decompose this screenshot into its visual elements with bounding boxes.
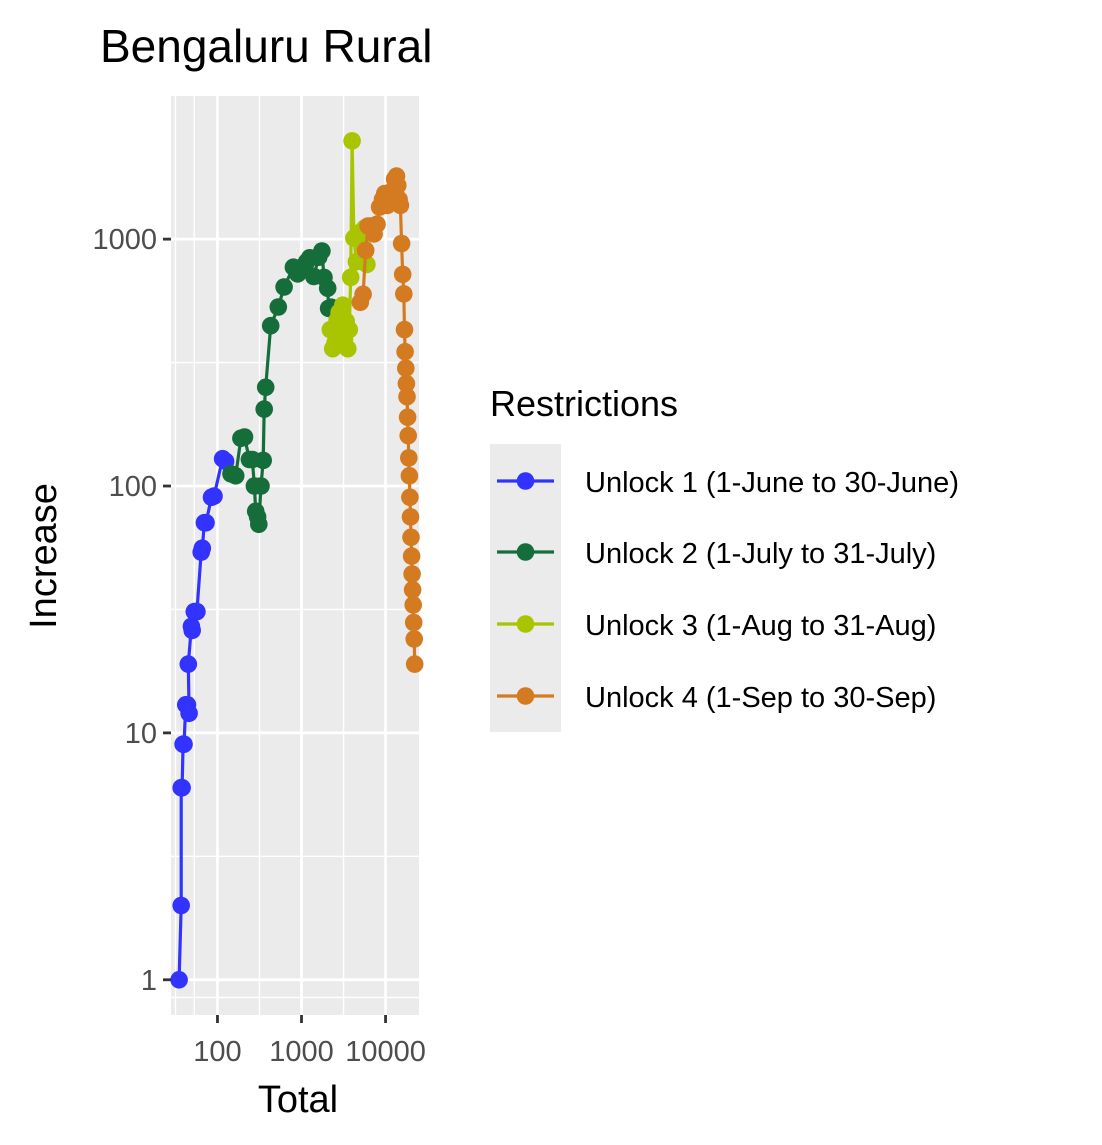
data-point: [269, 298, 288, 316]
data-point: [188, 602, 206, 621]
data-point: [402, 547, 421, 565]
data-point: [249, 515, 268, 534]
y-tick-label: 100: [109, 471, 157, 503]
legend-key-background: [490, 444, 561, 732]
y-axis: 1 10 100 1000: [92, 224, 171, 997]
data-point: [334, 296, 352, 315]
data-point: [339, 339, 357, 358]
data-point: [205, 487, 223, 505]
series-layer: [170, 132, 424, 989]
data-point: [398, 387, 416, 406]
data-point: [172, 896, 190, 915]
data-point: [170, 971, 188, 989]
legend-title: Restrictions: [490, 383, 678, 424]
data-point: [173, 778, 191, 797]
chart-title: Bengaluru Rural: [100, 20, 432, 72]
legend-label: Unlock 3 (1-Aug to 31-Aug): [585, 610, 936, 642]
data-point: [193, 539, 212, 557]
data-point: [400, 449, 418, 467]
data-point: [261, 316, 280, 335]
data-point: [343, 132, 361, 150]
data-point: [341, 268, 360, 287]
data-point: [354, 285, 372, 304]
data-point: [403, 581, 422, 599]
data-point: [358, 255, 376, 274]
x-tick-label: 100: [193, 1036, 241, 1068]
legend-label: Unlock 2 (1-July to 31-July): [585, 538, 936, 570]
legend: Restrictions Unlock 1 (1-June to 30-June…: [490, 383, 959, 732]
y-tick-label: 10: [125, 718, 157, 750]
legend-label: Unlock 1 (1-June to 30-June): [585, 467, 959, 499]
data-point: [397, 374, 416, 393]
data-point: [175, 735, 193, 753]
y-tick-label: 1000: [92, 224, 157, 256]
data-point: [255, 400, 273, 418]
data-point: [398, 408, 417, 427]
data-point: [401, 488, 419, 507]
panel-background: [171, 96, 419, 1015]
data-point: [389, 176, 407, 195]
data-point: [391, 196, 410, 215]
x-tick-label: 10000: [345, 1036, 426, 1068]
legend-key-point: [516, 472, 535, 490]
data-point: [401, 508, 420, 526]
series-1: [170, 449, 235, 989]
data-point: [395, 285, 413, 303]
plot-panel: [171, 96, 419, 1015]
series-4: [351, 167, 424, 673]
data-point: [397, 359, 415, 378]
data-point: [183, 621, 201, 640]
data-point: [399, 426, 418, 445]
data-point: [340, 320, 359, 339]
data-point: [235, 428, 254, 446]
data-point: [226, 467, 245, 485]
x-axis-title: Total: [258, 1079, 338, 1121]
data-point: [313, 242, 331, 260]
data-point: [395, 320, 414, 339]
data-point: [356, 241, 375, 260]
data-point: [368, 215, 386, 233]
data-point: [404, 613, 423, 632]
data-point: [197, 513, 215, 532]
data-point: [179, 655, 198, 673]
data-point: [403, 565, 421, 583]
data-point: [318, 279, 337, 298]
data-point: [396, 342, 414, 361]
data-point: [405, 655, 424, 673]
data-point: [404, 596, 423, 614]
x-axis: 100 1000 10000: [193, 1015, 426, 1068]
data-point: [393, 265, 412, 284]
legend-key-point: [516, 615, 535, 633]
grid-lines: [171, 96, 419, 1015]
data-point: [275, 278, 293, 296]
y-tick-label: 1: [141, 965, 157, 997]
data-point: [256, 378, 275, 397]
legend-key-point: [516, 687, 535, 705]
y-axis-title: Increase: [23, 483, 65, 629]
legend-label: Unlock 4 (1-Sep to 30-Sep): [585, 682, 936, 714]
data-point: [254, 451, 272, 470]
data-point: [392, 234, 411, 253]
data-point: [405, 630, 424, 648]
x-tick-label: 1000: [269, 1036, 334, 1068]
data-point: [180, 704, 198, 723]
legend-key-point: [516, 543, 535, 561]
data-point: [402, 528, 420, 547]
data-point: [400, 467, 419, 485]
data-point: [252, 477, 270, 495]
